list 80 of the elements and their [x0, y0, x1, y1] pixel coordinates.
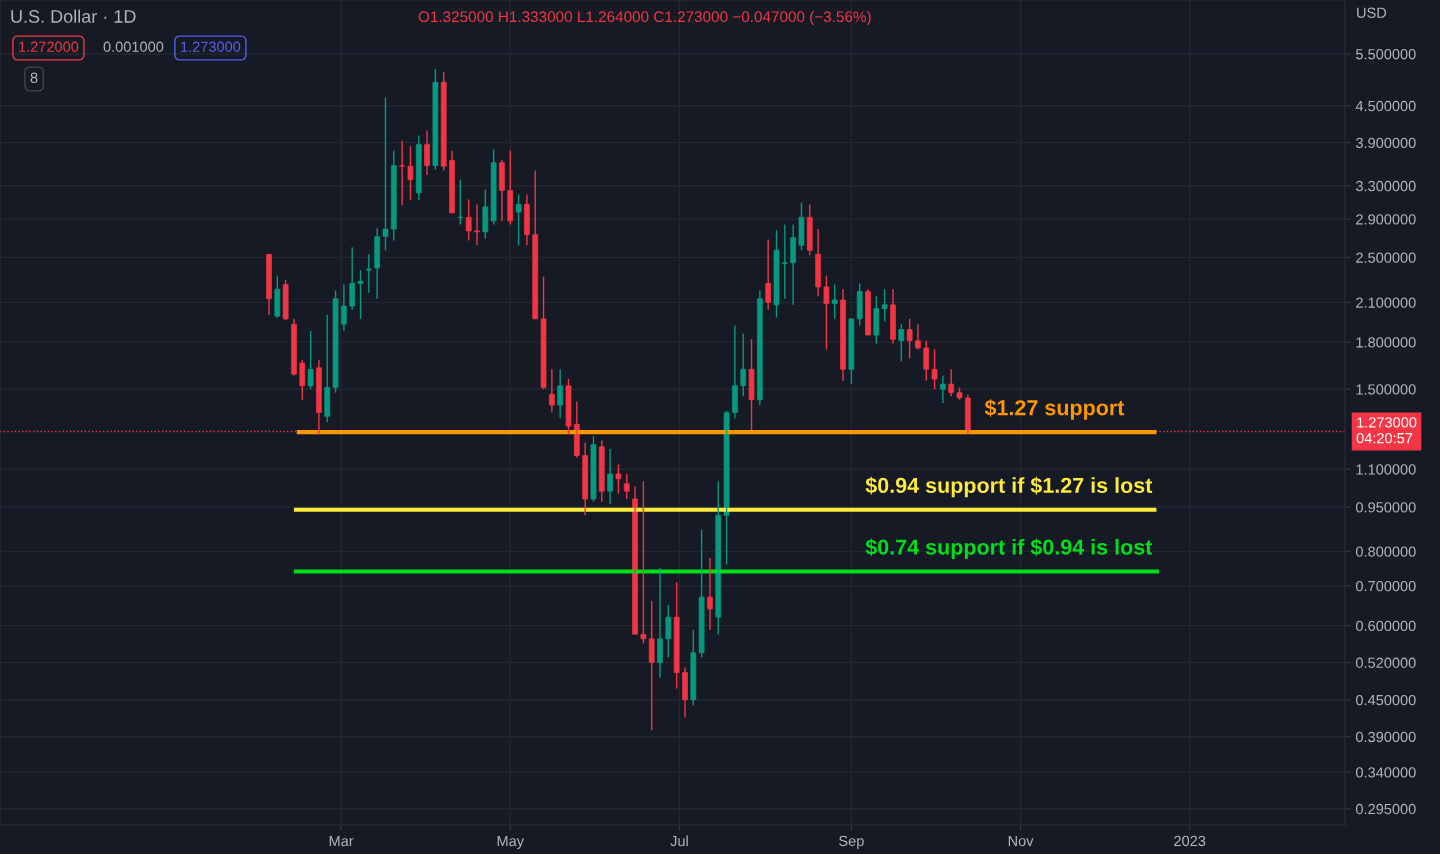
y-tick-label: 5.500000 [1356, 49, 1416, 60]
candlestick [923, 340, 930, 382]
candlestick [598, 439, 605, 503]
y-tick-label: 2.900000 [1356, 214, 1416, 225]
candlestick [432, 68, 439, 171]
candlestick [748, 338, 755, 431]
y-tick-label: 0.700000 [1355, 580, 1416, 592]
candlestick [357, 269, 364, 320]
x-tick-label: Mar [329, 835, 354, 847]
candlestick [515, 193, 522, 246]
y-tick-label: 0.600000 [1355, 620, 1416, 632]
x-tick-label: 2023 [1174, 835, 1206, 847]
y-tick-label: 0.520000 [1355, 657, 1416, 668]
candlestick [540, 275, 547, 390]
y-tick-label: 0.800000 [1355, 546, 1416, 557]
candlestick [490, 148, 497, 226]
candlestick [848, 318, 855, 385]
y-tick-label: 2.500000 [1356, 252, 1416, 263]
candlestick [906, 318, 913, 360]
y-tick-label: 0.340000 [1355, 767, 1416, 778]
candlestick [640, 480, 647, 645]
y-tick-label: 1.500000 [1356, 384, 1416, 395]
candlestick [723, 410, 730, 566]
candlestick [282, 279, 289, 321]
candlestick [299, 359, 306, 401]
y-tick-label: 0.450000 [1355, 694, 1416, 706]
annotation: $0.94 support if $1.27 is lost [865, 476, 1153, 498]
candlestick [332, 289, 339, 394]
candlestick [349, 246, 356, 311]
candlestick [623, 473, 630, 500]
candlestick [365, 253, 372, 294]
annotation: $0.74 support if $0.94 is lost [865, 538, 1153, 559]
annotation: 0.001000 [103, 41, 164, 52]
x-tick-label: Nov [1008, 835, 1034, 847]
candlestick [382, 96, 389, 251]
chart-title: U.S. Dollar · 1D [11, 9, 136, 23]
y-tick-label: 0.295000 [1355, 803, 1416, 815]
y-tick-label: 1.800000 [1356, 337, 1416, 348]
candlestick [565, 378, 572, 435]
candlestick [898, 323, 905, 363]
candlestick [407, 145, 414, 201]
candlestick [307, 330, 314, 390]
candlestick [465, 198, 472, 242]
candlestick [615, 463, 622, 495]
x-tick-label: Sep [839, 835, 864, 850]
text: USD [1357, 7, 1387, 18]
candlestick [881, 288, 888, 323]
candlestick [873, 295, 880, 345]
candlestick [648, 600, 655, 731]
y-tick-label: 4.500000 [1355, 100, 1416, 112]
candlestick [399, 140, 405, 206]
candlestick [665, 604, 672, 659]
annotation: O1.325000 H1.333000 L1.264000 C1.273000 −0.047000 (−3.56%) [418, 10, 871, 26]
candlestick [948, 368, 955, 397]
x-tick-label: May [497, 835, 525, 850]
candlestick [698, 529, 705, 659]
y-tick-label: 1.100000 [1356, 464, 1416, 475]
annotation: 8 [30, 72, 38, 83]
ref-line-label: 1.273000 04:20:57 [1356, 417, 1417, 444]
annotation: 1.273000 [181, 41, 241, 52]
candlestick [482, 189, 489, 240]
candlestick [507, 150, 514, 226]
y-tick-label: 3.300000 [1355, 180, 1416, 192]
y-tick-label: 0.390000 [1355, 731, 1416, 743]
y-tick-label: 0.950000 [1355, 502, 1416, 513]
y-tick-label: 2.100000 [1356, 297, 1416, 308]
annotation: $1.27 support [984, 399, 1125, 420]
x-tick-label: Jul [670, 835, 688, 847]
candlestick [474, 203, 480, 246]
candlestick [457, 178, 464, 226]
candlestick [415, 134, 422, 201]
candlestick [823, 274, 830, 351]
annotation: 1.272000 [19, 41, 79, 52]
candlestick [590, 435, 597, 503]
candlestick [773, 229, 780, 319]
candlestick [831, 283, 838, 320]
candlestick [856, 282, 863, 327]
y-tick-label: 3.900000 [1355, 137, 1416, 149]
candlestick [931, 348, 938, 390]
candlestick [798, 202, 805, 251]
